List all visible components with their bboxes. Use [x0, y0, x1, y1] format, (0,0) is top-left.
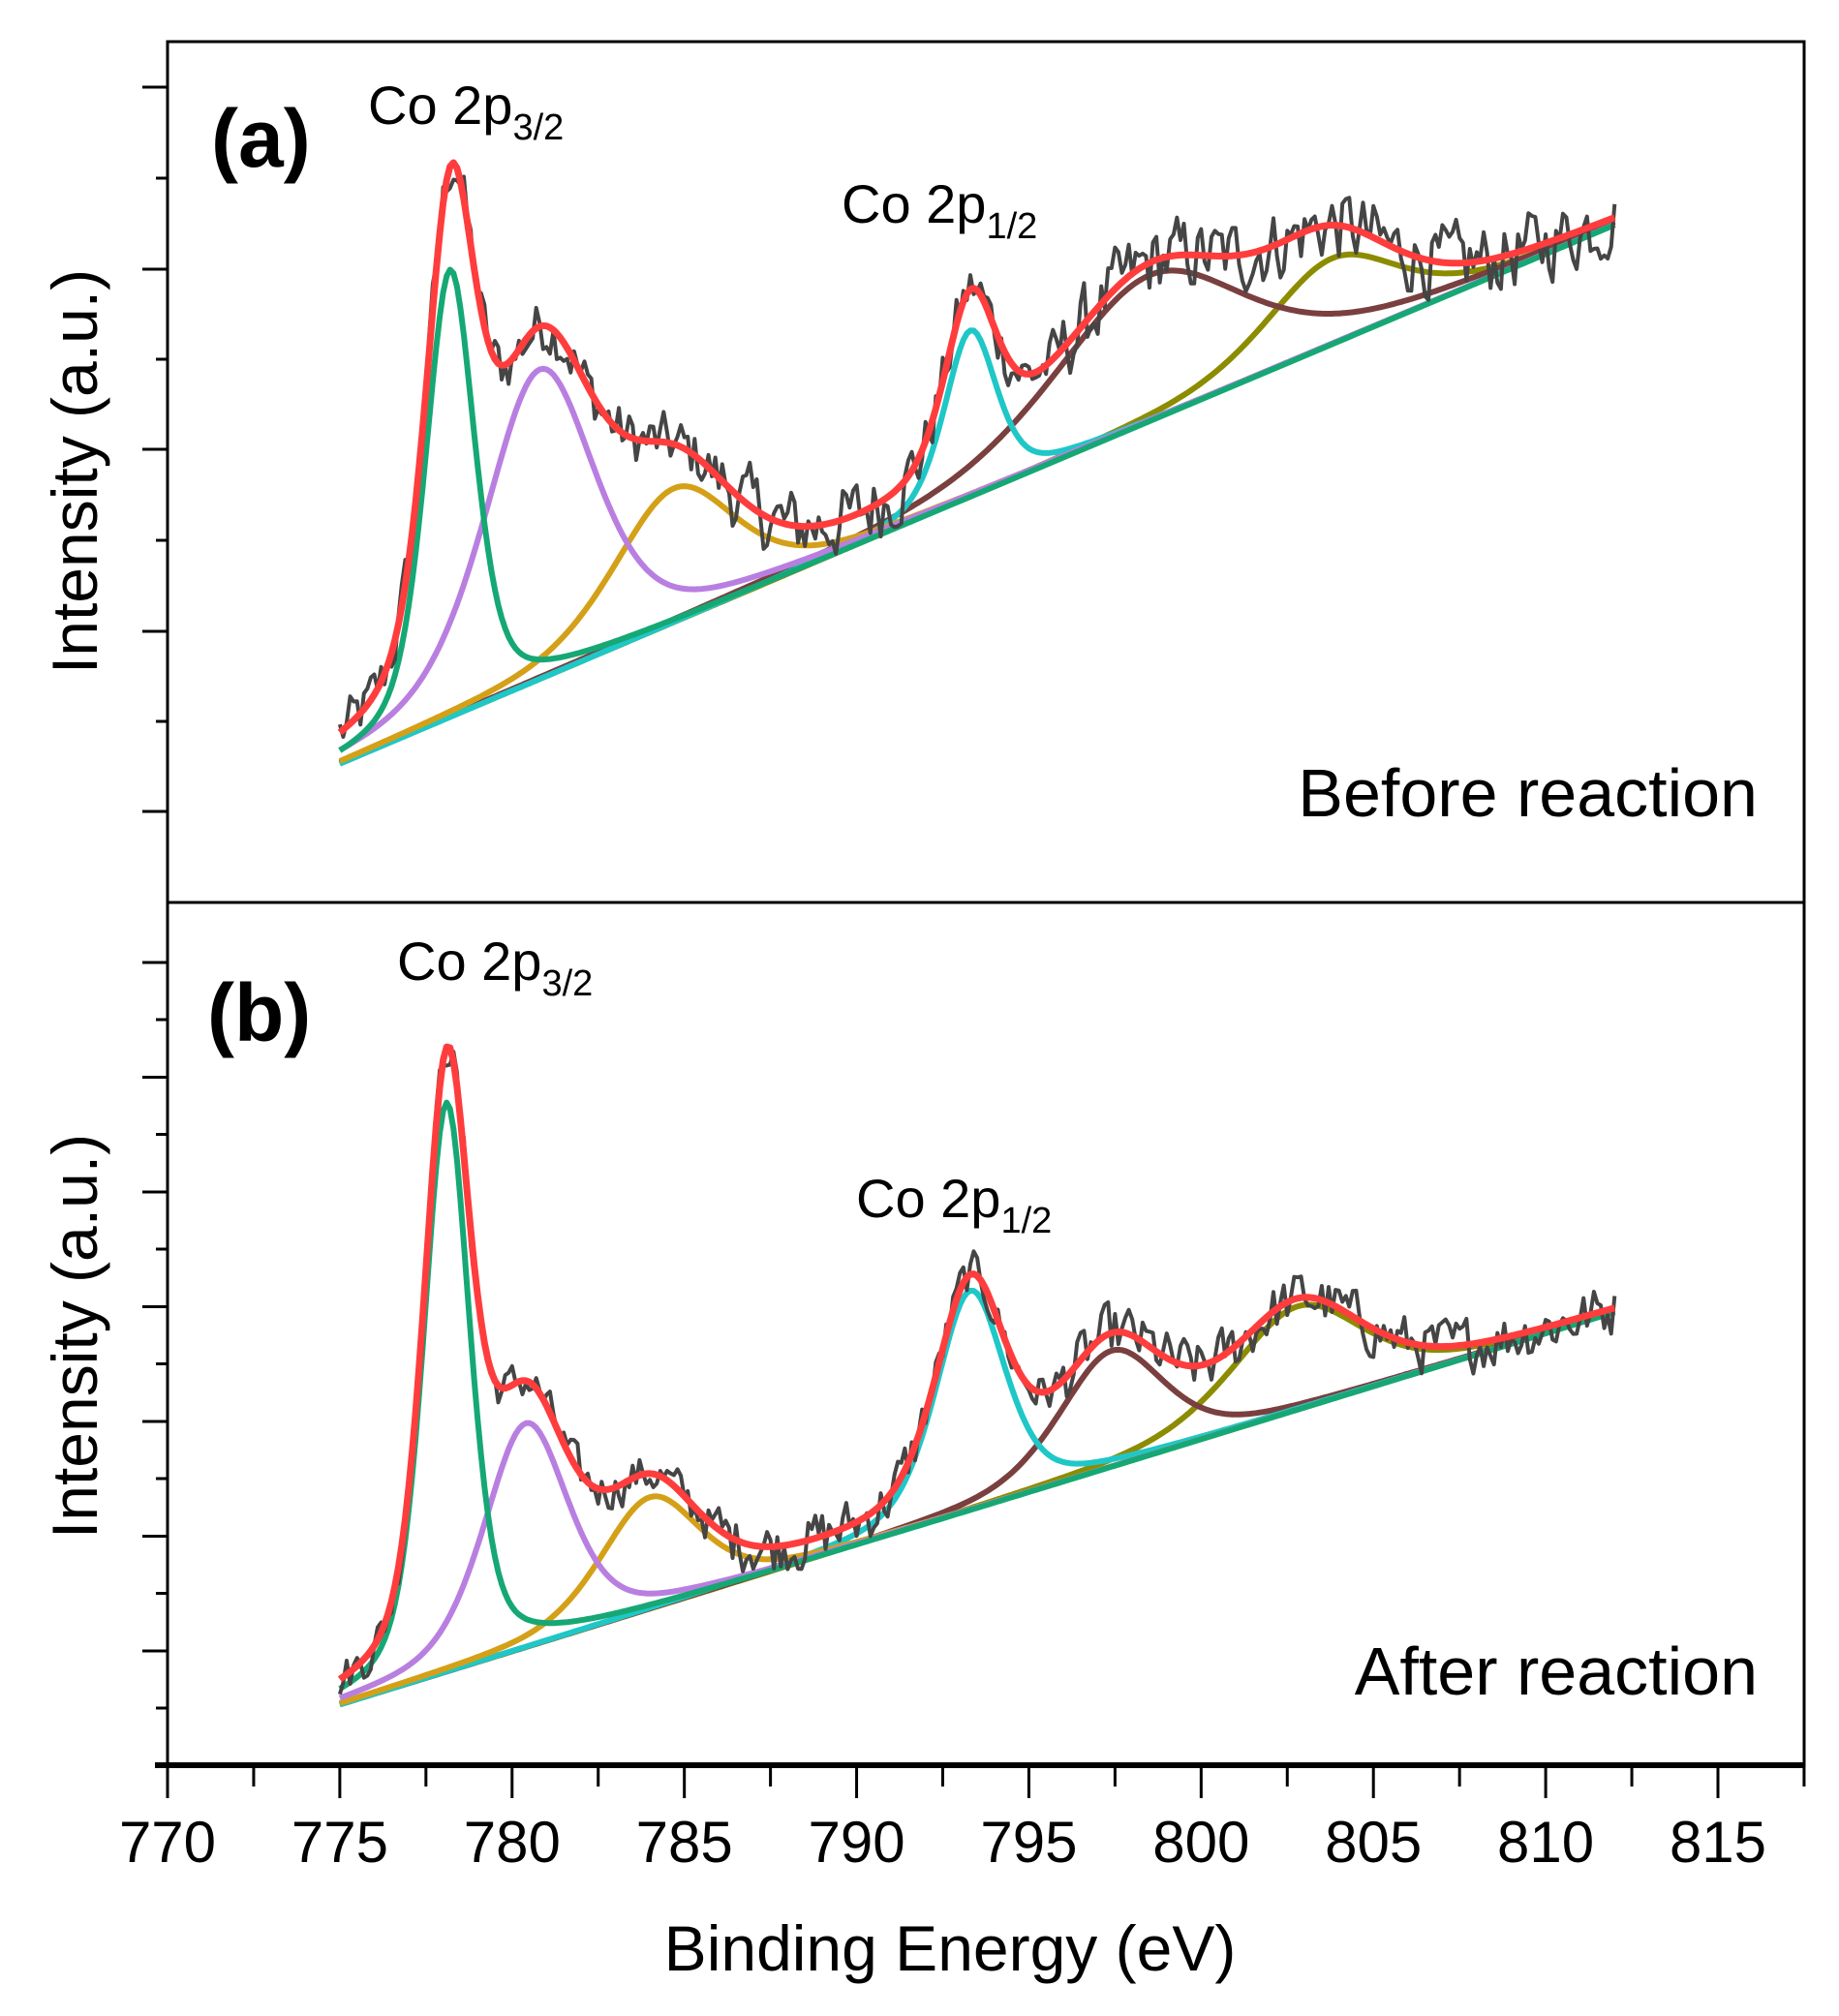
panel-b-condition: After reaction — [1355, 1634, 1758, 1709]
annotation-main: Co 2p — [397, 931, 541, 992]
y-axis-title-a: Intensity (a.u.) — [39, 269, 110, 674]
annotation-main: Co 2p — [368, 75, 512, 136]
x-tick-label: 800 — [1152, 1810, 1249, 1875]
x-tick-label: 805 — [1325, 1810, 1422, 1875]
x-tick-label: 775 — [291, 1810, 388, 1875]
x-tick-label: 780 — [464, 1810, 561, 1875]
component-peak-p1 — [338, 222, 1616, 753]
annotation-sub: 3/2 — [541, 963, 593, 1004]
fit-envelope — [337, 1043, 1616, 1683]
x-tick-label: 795 — [980, 1810, 1077, 1875]
fit-envelope — [337, 159, 1616, 736]
annotation-sub: 1/2 — [986, 206, 1037, 247]
annotation-sub: 3/2 — [512, 107, 564, 148]
axis-ticks — [142, 85, 1806, 1798]
x-tick-label: 815 — [1670, 1810, 1766, 1875]
panel-a-curves — [337, 159, 1617, 767]
x-tick-label: 770 — [119, 1810, 216, 1875]
annotation-main: Co 2p — [856, 1168, 1000, 1229]
x-axis-title: Binding Energy (eV) — [664, 1912, 1237, 1984]
panel-a-peak-label-2p12: Co 2p1/2 — [842, 173, 1037, 247]
panel-a-label: (a) — [211, 93, 311, 184]
annotation-sub: 1/2 — [1000, 1201, 1052, 1241]
x-tick-label: 790 — [809, 1810, 905, 1875]
raw-spectrum — [337, 1050, 1617, 1695]
annotation-main: Co 2p — [842, 173, 986, 234]
x-tick-label: 785 — [636, 1810, 733, 1875]
panel-b-peak-label-2p32: Co 2p3/2 — [397, 931, 593, 1004]
panel-a-condition: Before reaction — [1298, 755, 1758, 831]
plot-frame — [155, 40, 1806, 1768]
panel-b-label: (b) — [207, 967, 311, 1058]
panel-b-curves — [337, 1043, 1617, 1708]
x-tick-labels: 770 775 780 785 790 795 800 805 810 815 — [119, 1810, 1766, 1875]
component-peak-p1 — [338, 1099, 1616, 1692]
y-axis-title-b: Intensity (a.u.) — [39, 1134, 110, 1539]
panel-a-peak-label-2p32: Co 2p3/2 — [368, 75, 564, 148]
x-tick-label: 810 — [1497, 1810, 1594, 1875]
panel-b-peak-label-2p12: Co 2p1/2 — [856, 1168, 1052, 1241]
